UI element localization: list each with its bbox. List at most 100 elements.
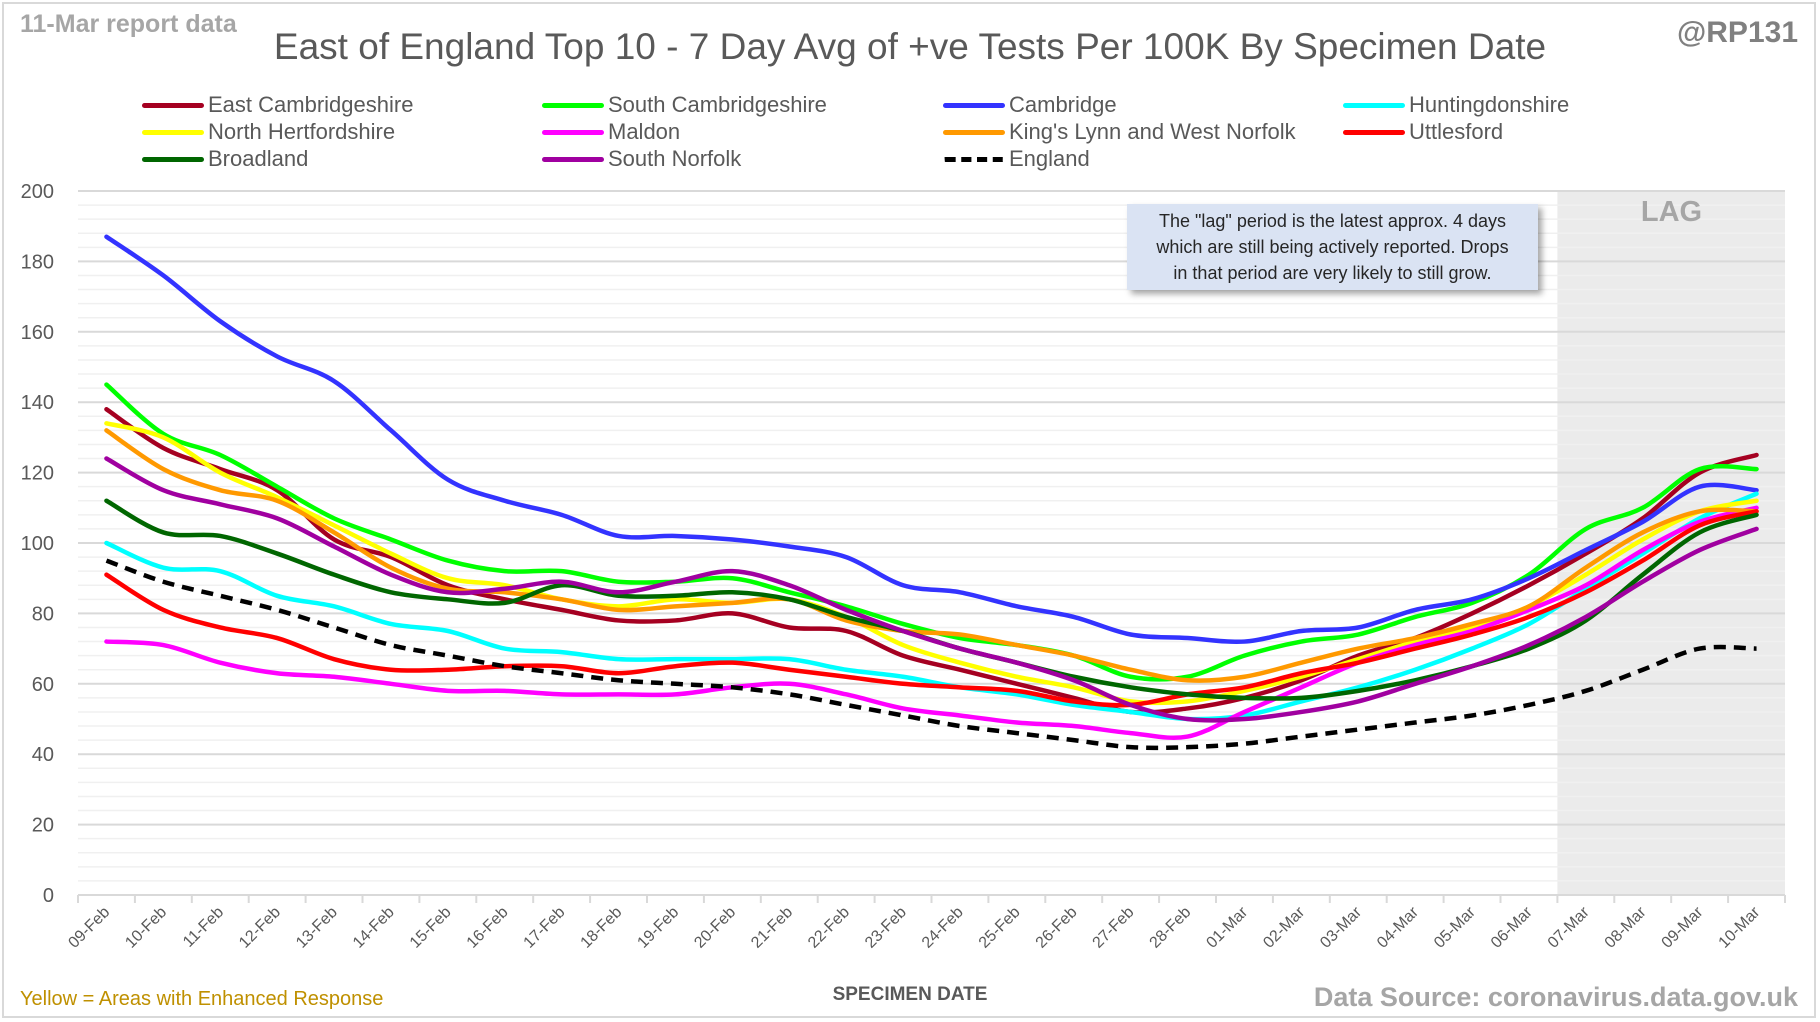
legend-label: North Hertfordshire (208, 119, 396, 144)
x-tick-label: 09-Feb (65, 904, 113, 952)
report-date-label: 11-Mar report data (20, 10, 237, 38)
legend-swatch (542, 129, 604, 135)
x-tick-label: 09-Mar (1659, 903, 1707, 951)
legend-item-broadland: Broadland (142, 146, 308, 172)
legend-label: South Norfolk (608, 146, 742, 171)
y-tick-label: 40 (32, 744, 54, 766)
x-tick-label: 19-Feb (634, 904, 682, 952)
x-tick-label: 18-Feb (578, 904, 626, 952)
series-line-south-norfolk (104, 456, 1759, 723)
legend-label: South Cambridgeshire (608, 92, 827, 117)
series-line-maldon (104, 505, 1759, 741)
y-tick-label: 60 (32, 674, 54, 696)
legend-item-north-hertfordshire: North Hertfordshire (142, 119, 395, 145)
x-tick-label: 02-Mar (1260, 903, 1308, 951)
x-tick-label: 25-Feb (976, 904, 1024, 952)
legend-label: King's Lynn and West Norfolk (1009, 119, 1296, 144)
legend-item-england: England (943, 146, 1090, 172)
x-tick-label: 16-Feb (464, 904, 512, 952)
x-tick-label: 04-Mar (1374, 903, 1422, 951)
legend-swatch (1343, 129, 1405, 135)
y-tick-label: 100 (21, 533, 54, 555)
lag-note-line: The "lag" period is the latest approx. 4… (1159, 211, 1506, 231)
footnote: Yellow = Areas with Enhanced Response (20, 988, 384, 1010)
legend-swatch (142, 129, 204, 135)
legend-swatch (943, 102, 1005, 108)
x-tick-label: 23-Feb (862, 904, 910, 952)
x-tick-label: 20-Feb (691, 904, 739, 952)
legend-label: Cambridge (1009, 92, 1117, 117)
x-tick-label: 22-Feb (805, 904, 853, 952)
x-tick-label: 01-Mar (1203, 903, 1251, 951)
legend-label: England (1009, 146, 1090, 171)
legend-label: Maldon (608, 119, 681, 144)
legend-item-huntingdonshire: Huntingdonshire (1343, 92, 1569, 118)
series-line-north-hertfordshire (104, 421, 1759, 706)
x-axis-ticks: 09-Feb 10-Feb 11-Feb 12-Feb 13-Feb 14-Feb 15-F… (65, 895, 1786, 952)
legend-label: Broadland (208, 146, 309, 171)
lag-note-line: which are still being actively reported.… (1156, 237, 1509, 257)
x-tick-label: 03-Mar (1317, 903, 1365, 951)
x-tick-label: 10-Feb (122, 904, 170, 952)
y-tick-label: 0 (43, 885, 54, 907)
y-tick-label: 140 (21, 392, 54, 414)
legend-item-cambridge: Cambridge (943, 92, 1117, 118)
y-tick-label: 180 (21, 251, 54, 273)
x-tick-label: 06-Mar (1488, 903, 1536, 951)
legend-item-east-cambridgeshire: East Cambridgeshire (142, 92, 413, 118)
y-tick-label: 80 (32, 603, 54, 625)
x-tick-label: 05-Mar (1431, 903, 1479, 951)
legend-swatch (142, 102, 204, 108)
series-lines (104, 234, 1759, 751)
legend-swatch (542, 102, 604, 108)
legend-item-south-cambridgeshire: South Cambridgeshire (542, 92, 827, 118)
x-axis-label: SPECIMEN DATE (832, 984, 988, 1005)
y-axis-ticks: 0 20 40 60 80 100 120 140 160 180 200 (21, 181, 54, 907)
chart-title: East of England Top 10 - 7 Day Avg of +v… (273, 26, 1547, 67)
legend-swatch (1343, 102, 1405, 108)
legend-label: East Cambridgeshire (208, 92, 414, 117)
legend-label: Huntingdonshire (1409, 92, 1570, 117)
series-line-cambridge (104, 234, 1759, 645)
legend-item-king-s-lynn-and-west-norfolk: King's Lynn and West Norfolk (943, 119, 1296, 145)
series-line-england (105, 558, 1757, 751)
y-tick-label: 160 (21, 322, 54, 344)
x-tick-label: 15-Feb (407, 904, 455, 952)
x-tick-label: 11-Feb (180, 904, 227, 951)
x-tick-label: 24-Feb (919, 904, 967, 952)
x-tick-label: 12-Feb (236, 904, 284, 952)
series-line-king-s-lynn-and-west-norfolk (104, 428, 1759, 683)
series-line-east-cambridgeshire (104, 406, 1759, 715)
legend-swatch (542, 156, 604, 162)
y-tick-label: 20 (32, 815, 54, 837)
legend-swatch (943, 156, 1005, 162)
legend-item-maldon: Maldon (542, 119, 680, 145)
x-tick-label: 21-Feb (748, 904, 796, 952)
lag-label: LAG (1640, 196, 1703, 228)
x-tick-label: 14-Feb (350, 904, 398, 952)
legend-item-uttlesford: Uttlesford (1343, 119, 1503, 145)
x-tick-label: 08-Mar (1602, 903, 1650, 951)
x-tick-label: 13-Feb (293, 904, 341, 952)
gridlines (78, 190, 1785, 896)
lag-note-line: in that period are very likely to still … (1173, 263, 1492, 283)
legend-swatch (142, 156, 204, 162)
chart-legend: East Cambridgeshire South Cambridgeshire C… (0, 92, 1820, 174)
legend-item-south-norfolk: South Norfolk (542, 146, 741, 172)
x-tick-label: 07-Mar (1545, 903, 1593, 951)
x-tick-label: 10-Mar (1716, 903, 1764, 951)
legend-label: Uttlesford (1409, 119, 1504, 144)
series-line-uttlesford (104, 509, 1759, 708)
author-handle: @RP131 (1677, 16, 1798, 49)
legend-swatch (943, 129, 1005, 135)
lag-note: The "lag" period is the latest approx. 4… (1127, 204, 1538, 290)
x-tick-label: 27-Feb (1090, 904, 1138, 952)
x-tick-label: 26-Feb (1033, 904, 1081, 952)
y-tick-label: 200 (21, 181, 54, 203)
x-tick-label: 17-Feb (521, 904, 569, 952)
data-source: Data Source: coronavirus.data.gov.uk (1313, 982, 1798, 1012)
x-tick-label: 28-Feb (1147, 904, 1195, 952)
y-tick-label: 120 (21, 463, 54, 485)
